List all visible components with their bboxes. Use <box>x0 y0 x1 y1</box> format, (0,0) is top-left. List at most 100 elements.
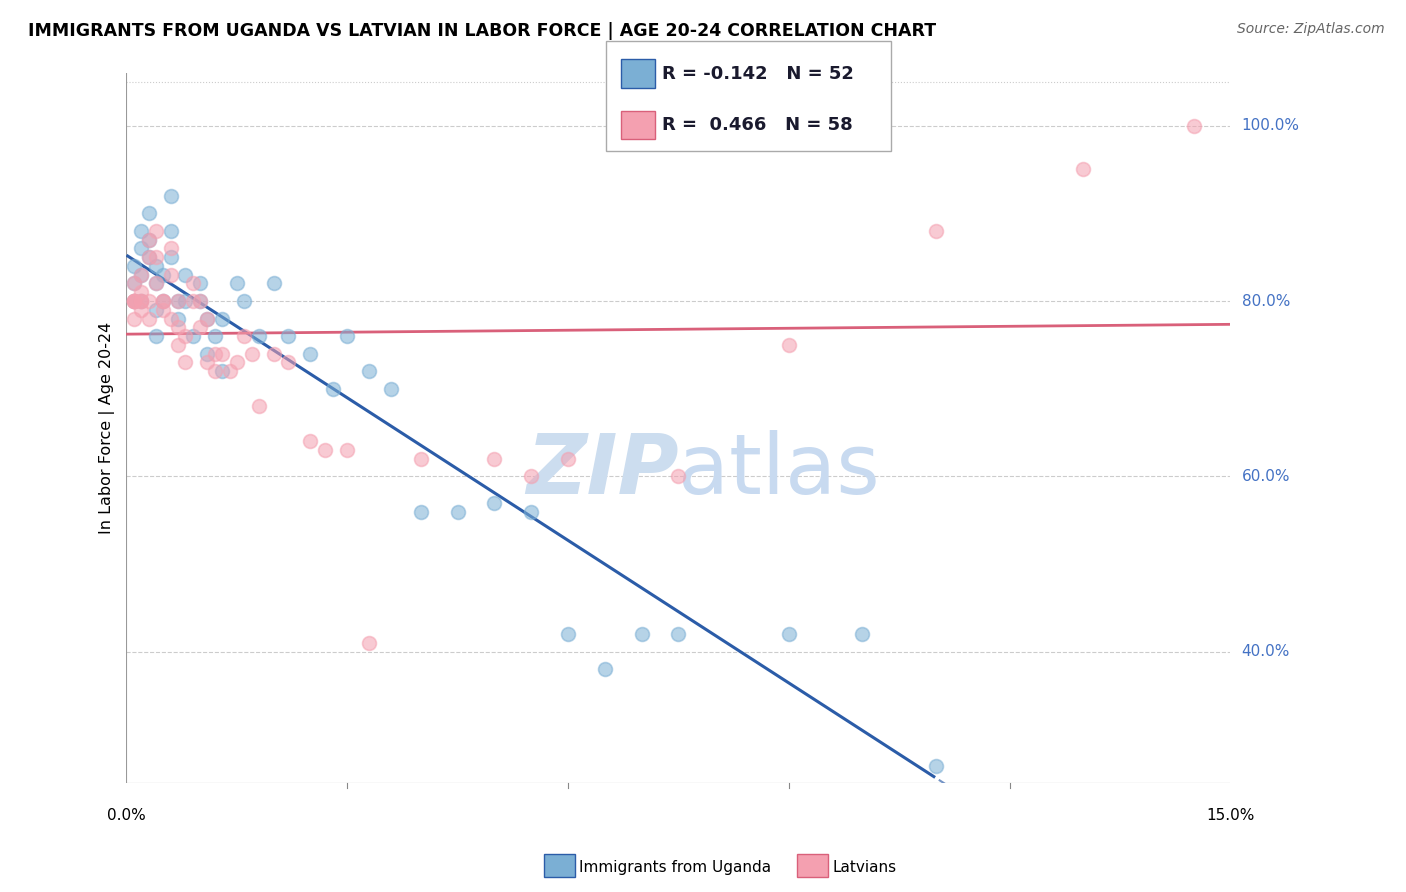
Text: Immigrants from Uganda: Immigrants from Uganda <box>579 860 772 874</box>
Point <box>138 233 160 247</box>
Point <box>122 277 145 291</box>
Point <box>129 224 152 238</box>
Point <box>299 346 322 360</box>
Point <box>484 496 506 510</box>
Point <box>225 277 247 291</box>
Point <box>197 346 219 360</box>
Point <box>1182 119 1205 133</box>
Point <box>122 259 145 273</box>
Point <box>167 293 190 308</box>
Text: atlas: atlas <box>679 430 880 511</box>
Point <box>197 311 219 326</box>
Point <box>263 277 285 291</box>
Point <box>188 293 211 308</box>
Point <box>557 627 579 641</box>
Point <box>129 268 152 282</box>
Point <box>174 268 197 282</box>
Point <box>129 302 152 317</box>
Point <box>159 268 181 282</box>
Point <box>668 627 690 641</box>
Text: Latvians: Latvians <box>832 860 897 874</box>
Point <box>138 250 160 264</box>
Point <box>129 241 152 255</box>
Point <box>336 329 359 343</box>
Point <box>145 277 167 291</box>
Point <box>152 293 174 308</box>
Point <box>122 293 145 308</box>
Point <box>233 329 256 343</box>
Point <box>240 346 263 360</box>
Point <box>122 293 145 308</box>
Point <box>188 277 211 291</box>
Y-axis label: In Labor Force | Age 20-24: In Labor Force | Age 20-24 <box>100 322 115 534</box>
Point <box>409 451 432 466</box>
Point <box>129 293 152 308</box>
Point <box>380 382 402 396</box>
Point <box>138 233 160 247</box>
Point <box>204 329 226 343</box>
Point <box>167 338 190 352</box>
Text: 40.0%: 40.0% <box>1241 644 1289 659</box>
Point <box>277 355 299 369</box>
Point <box>359 636 381 650</box>
Point <box>204 346 226 360</box>
Point <box>145 224 167 238</box>
Point <box>129 293 152 308</box>
Text: IMMIGRANTS FROM UGANDA VS LATVIAN IN LABOR FORCE | AGE 20-24 CORRELATION CHART: IMMIGRANTS FROM UGANDA VS LATVIAN IN LAB… <box>28 22 936 40</box>
Point <box>1071 162 1094 177</box>
Point <box>247 329 270 343</box>
Text: 100.0%: 100.0% <box>1241 118 1299 133</box>
Point <box>174 293 197 308</box>
Point <box>211 346 233 360</box>
Text: Source: ZipAtlas.com: Source: ZipAtlas.com <box>1237 22 1385 37</box>
Point <box>247 399 270 413</box>
Point <box>138 206 160 220</box>
Point <box>138 293 160 308</box>
Text: 0.0%: 0.0% <box>107 808 146 823</box>
Point <box>159 250 181 264</box>
Point <box>218 364 240 378</box>
Point <box>152 268 174 282</box>
Point <box>359 364 381 378</box>
Point <box>188 293 211 308</box>
Point <box>152 293 174 308</box>
Point <box>145 250 167 264</box>
Point <box>181 293 204 308</box>
Point <box>122 293 145 308</box>
Point <box>447 504 470 518</box>
Point <box>925 224 948 238</box>
Point <box>322 382 344 396</box>
Point <box>851 627 873 641</box>
Point <box>314 443 336 458</box>
Text: R =  0.466   N = 58: R = 0.466 N = 58 <box>662 116 853 134</box>
Point <box>668 469 690 483</box>
Point <box>520 469 543 483</box>
Text: ZIP: ZIP <box>526 430 679 511</box>
Point <box>204 364 226 378</box>
Point <box>138 311 160 326</box>
Point <box>197 311 219 326</box>
Point <box>925 759 948 773</box>
Point <box>167 293 190 308</box>
Point <box>122 311 145 326</box>
Point <box>145 329 167 343</box>
Point <box>145 259 167 273</box>
Point <box>159 311 181 326</box>
Point <box>557 451 579 466</box>
Point <box>174 329 197 343</box>
Point <box>233 293 256 308</box>
Point <box>145 277 167 291</box>
Point <box>778 338 800 352</box>
Point <box>593 663 616 677</box>
Point <box>211 311 233 326</box>
Point <box>225 355 247 369</box>
Point <box>630 627 652 641</box>
Point <box>129 268 152 282</box>
Point <box>152 293 174 308</box>
Point <box>138 250 160 264</box>
Point <box>181 277 204 291</box>
Point <box>778 627 800 641</box>
Point <box>174 355 197 369</box>
Point <box>520 504 543 518</box>
Point <box>129 293 152 308</box>
